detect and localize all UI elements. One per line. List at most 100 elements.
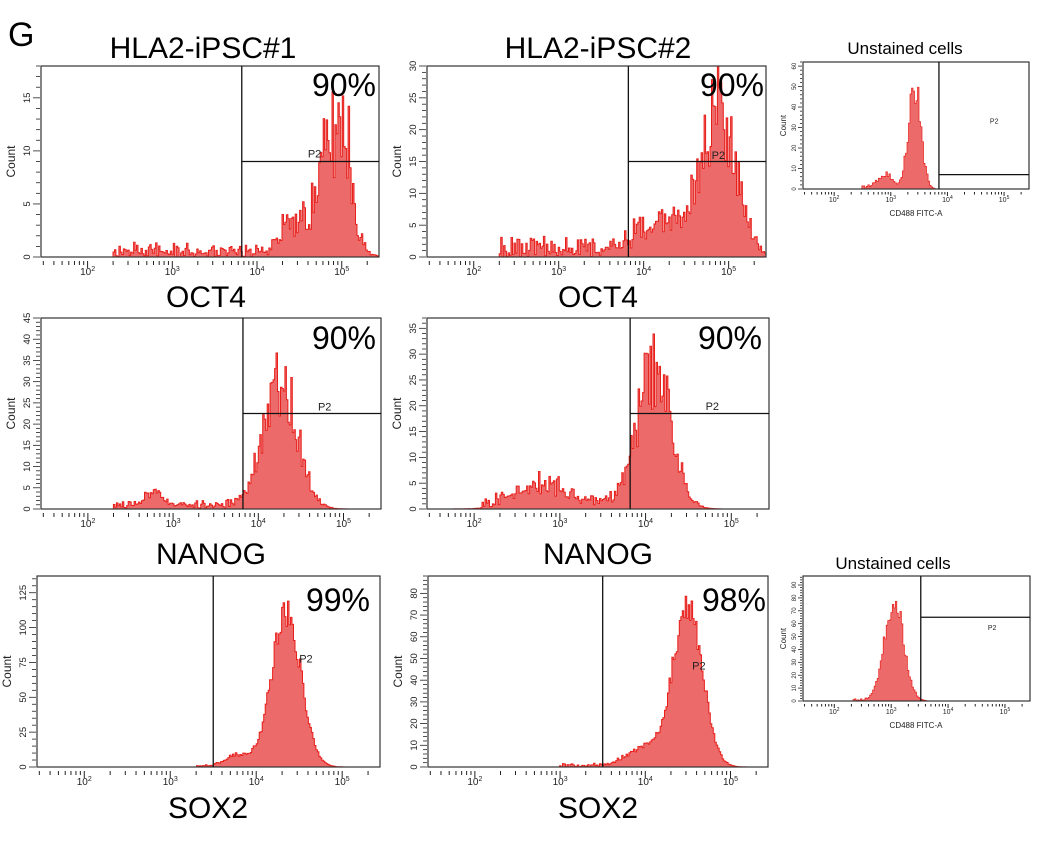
y-tick-label: 0 bbox=[792, 187, 798, 191]
y-axis-label: Count bbox=[779, 627, 788, 649]
x-axis-label: SOX2 bbox=[168, 792, 248, 825]
x-tick-label: 103 bbox=[551, 266, 566, 278]
y-tick-label: 0 bbox=[22, 506, 33, 511]
x-tick-exponent: 3 bbox=[177, 518, 181, 525]
y-tick-label: 10 bbox=[409, 740, 420, 751]
x-tick-label: 102 bbox=[77, 776, 92, 788]
histogram-area bbox=[41, 352, 381, 510]
y-tick-label: 20 bbox=[408, 124, 419, 135]
y-tick-label: 10 bbox=[22, 461, 33, 472]
y-tick-label: 100 bbox=[18, 620, 29, 636]
histogram-area bbox=[37, 600, 380, 768]
x-axis: 102 103 104 105 bbox=[428, 261, 755, 278]
y-axis-label: Count bbox=[4, 397, 18, 430]
x-tick-exponent: 2 bbox=[88, 776, 92, 783]
histogram-area bbox=[41, 91, 380, 258]
y-tick-label: 10 bbox=[22, 146, 33, 157]
percent-positive-label: 90% bbox=[312, 320, 376, 356]
panel-title: HLA2-iPSC#1 bbox=[110, 32, 297, 65]
y-tick-label: 15 bbox=[22, 440, 33, 451]
gate-label: P2 bbox=[299, 653, 312, 665]
x-axis: 102 103 104 105 bbox=[42, 261, 368, 278]
y-tick-label: 30 bbox=[409, 697, 420, 708]
y-tick-label: 30 bbox=[22, 376, 33, 387]
y-axis: 0 25 50 75 100 125 bbox=[18, 578, 36, 770]
gate-label: P2 bbox=[318, 402, 331, 414]
x-axis-label: OCT4 bbox=[166, 281, 246, 314]
y-tick-label: 10 bbox=[792, 684, 798, 691]
panel-letter: G bbox=[8, 16, 34, 54]
x-tick-exponent: 4 bbox=[649, 518, 653, 525]
x-tick-label: 105 bbox=[334, 266, 349, 278]
x-tick-exponent: 4 bbox=[260, 776, 264, 783]
x-tick-exponent: 3 bbox=[562, 266, 566, 273]
x-tick-exponent: 3 bbox=[174, 776, 178, 783]
x-tick-label: 104 bbox=[943, 707, 954, 716]
plot-frame bbox=[802, 575, 1031, 702]
x-axis: 102 103 104 105 bbox=[428, 513, 758, 530]
y-tick-label: 30 bbox=[792, 658, 798, 665]
y-tick-label: 10 bbox=[408, 452, 419, 463]
percent-positive-label: 98% bbox=[702, 582, 766, 618]
y-tick-label: 60 bbox=[792, 62, 798, 69]
y-tick-label: 5 bbox=[22, 201, 33, 206]
y-tick-label: 25 bbox=[408, 375, 419, 386]
histogram-panel: P2 102 103 104 105 0 10 20 30 40 50 60 70 80 Count SOX2… bbox=[391, 575, 769, 825]
y-tick-label: 50 bbox=[792, 633, 798, 640]
x-tick-label: 105 bbox=[721, 266, 736, 278]
y-axis-label: Count bbox=[391, 655, 405, 688]
y-tick-label: 15 bbox=[22, 93, 33, 104]
percent-positive-label: 90% bbox=[312, 67, 376, 103]
y-tick-label: 30 bbox=[408, 349, 419, 360]
gate-label: P2 bbox=[712, 150, 725, 162]
y-axis: 0 5 10 15 20 25 30 bbox=[408, 61, 426, 260]
plot-frame bbox=[36, 575, 381, 768]
y-tick-label: 80 bbox=[409, 588, 420, 599]
x-tick-label: 105 bbox=[336, 518, 351, 530]
x-tick-exponent: 2 bbox=[478, 776, 482, 783]
x-tick-exponent: 2 bbox=[837, 195, 840, 201]
x-tick-label: 105 bbox=[723, 776, 738, 788]
y-tick-label: 0 bbox=[409, 764, 420, 769]
x-tick-label: 104 bbox=[636, 266, 651, 278]
y-tick-label: 25 bbox=[18, 727, 29, 738]
x-tick-label: 103 bbox=[886, 195, 897, 204]
x-axis-label: SOX2 bbox=[558, 792, 638, 825]
x-tick-exponent: 2 bbox=[91, 266, 95, 273]
histogram-area bbox=[803, 600, 1030, 702]
x-axis: 102 103 104 105 bbox=[804, 192, 1022, 204]
x-tick-exponent: 4 bbox=[261, 266, 265, 273]
histogram-panel: P2 102 103 104 105 0 10 20 30 40 50 60 70 80 90 Count Un… bbox=[779, 554, 1031, 730]
y-tick-label: 0 bbox=[22, 254, 33, 259]
x-axis-label: CD488 FITC-A bbox=[890, 209, 944, 218]
y-tick-label: 10 bbox=[792, 165, 798, 172]
y-tick-label: 20 bbox=[22, 419, 33, 430]
x-tick-exponent: 4 bbox=[649, 776, 653, 783]
x-tick-label: 102 bbox=[829, 195, 840, 204]
y-axis: 0 10 20 30 40 50 60 bbox=[792, 61, 802, 191]
x-tick-label: 102 bbox=[829, 707, 840, 716]
x-tick-exponent: 5 bbox=[735, 518, 739, 525]
x-tick-label: 103 bbox=[886, 707, 897, 716]
x-tick-exponent: 2 bbox=[91, 518, 95, 525]
x-tick-label: 104 bbox=[638, 776, 653, 788]
histogram-area bbox=[803, 86, 1029, 190]
x-tick-label: 103 bbox=[163, 776, 178, 788]
x-tick-label: 102 bbox=[467, 776, 482, 788]
x-tick-label: 102 bbox=[80, 266, 95, 278]
y-tick-label: 0 bbox=[18, 764, 29, 769]
gate-label: P2 bbox=[988, 625, 997, 632]
y-tick-label: 40 bbox=[792, 103, 798, 110]
y-tick-label: 30 bbox=[792, 124, 798, 131]
x-axis: 102 103 104 105 bbox=[804, 704, 1023, 716]
x-tick-label: 104 bbox=[251, 518, 266, 530]
y-tick-label: 5 bbox=[408, 481, 419, 486]
y-tick-label: 20 bbox=[792, 144, 798, 151]
x-tick-exponent: 5 bbox=[734, 776, 738, 783]
y-tick-label: 30 bbox=[408, 61, 419, 72]
